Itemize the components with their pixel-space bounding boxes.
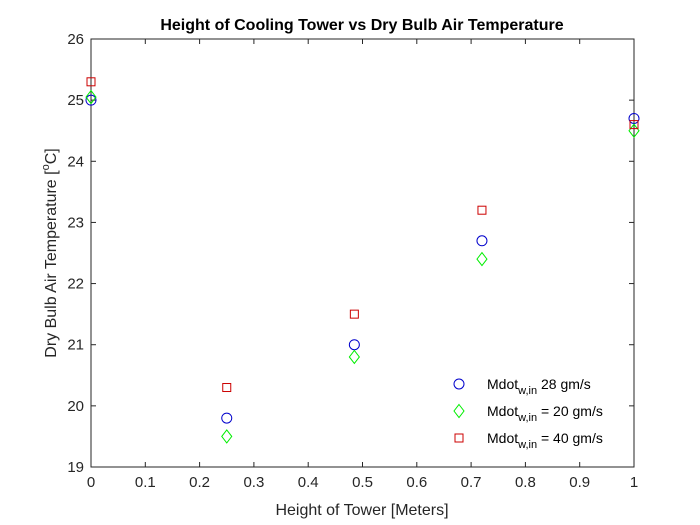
y-tick-label: 26	[67, 31, 84, 48]
chart-title: Height of Cooling Tower vs Dry Bulb Air …	[160, 17, 563, 34]
x-tick-label: 0.2	[189, 474, 210, 491]
data-point-square	[86, 77, 96, 87]
legend-entry-label: Mdotw,in 28 gm/s	[487, 376, 591, 397]
y-axis-label-main: Dry Bulb Air Temperature [	[43, 170, 60, 358]
y-tick-label: 25	[67, 92, 84, 109]
legend-entry-subscript: w,in	[517, 412, 537, 424]
y-axis-label: Dry Bulb Air Temperature [oC]	[40, 148, 60, 357]
x-tick-label: 0.9	[569, 474, 590, 491]
x-tick-label: 0.7	[461, 474, 482, 491]
legend-entry-label: Mdotw,in = 40 gm/s	[487, 430, 603, 451]
data-point-square	[629, 120, 639, 130]
legend-marker-circle	[453, 378, 465, 390]
legend-entry-rest: = 20 gm/s	[537, 403, 603, 419]
data-point-diamond	[348, 349, 360, 365]
x-tick-label: 0.4	[298, 474, 319, 491]
legend-entry-label: Mdotw,in = 20 gm/s	[487, 403, 603, 424]
x-tick-label: 0.3	[243, 474, 264, 491]
data-point-square	[222, 383, 232, 393]
data-point-square	[349, 309, 359, 319]
series-diamond	[85, 89, 640, 444]
y-tick-label: 24	[67, 153, 84, 170]
x-tick-label: 1	[630, 474, 638, 491]
y-tick-label: 19	[67, 459, 84, 476]
legend-entry-rest: 28 gm/s	[537, 376, 591, 392]
x-tick-label: 0.5	[352, 474, 373, 491]
data-point-circle	[221, 412, 233, 424]
legend-marker-diamond	[453, 403, 465, 419]
y-axis-ticks: 19 20 21 22 23 24 25 26	[67, 31, 634, 476]
y-axis-label-superscript: o	[40, 164, 52, 170]
series-square	[86, 77, 639, 393]
legend-entry-subscript: w,in	[517, 439, 537, 451]
data-point-circle	[476, 235, 488, 247]
data-point-diamond	[476, 251, 488, 267]
legend-entry-base: Mdot	[487, 376, 518, 392]
x-tick-label: 0	[87, 474, 95, 491]
x-axis-ticks: 0 0.1 0.2 0.3 0.4 0.5 0.6 0.7 0.8 0.9 1	[87, 39, 638, 491]
x-tick-label: 0.6	[406, 474, 427, 491]
plot-area	[90, 38, 635, 468]
x-tick-label: 0.8	[515, 474, 536, 491]
data-point-diamond	[221, 429, 233, 444]
data-point-circle	[85, 94, 97, 106]
x-axis-label: Height of Tower [Meters]	[275, 502, 448, 519]
data-point-square	[477, 205, 487, 215]
data-series	[85, 77, 640, 444]
y-tick-label: 21	[67, 337, 84, 354]
legend-entry-base: Mdot	[487, 403, 518, 419]
data-point-diamond	[85, 89, 97, 105]
y-tick-label: 20	[67, 398, 84, 415]
y-tick-label: 22	[67, 276, 84, 293]
y-tick-label: 23	[67, 214, 84, 231]
legend-entry-rest: = 40 gm/s	[537, 430, 603, 446]
legend-entry-base: Mdot	[487, 430, 518, 446]
y-axis-label-unit: C]	[43, 148, 60, 164]
legend-entry-subscript: w,in	[517, 385, 537, 397]
x-tick-label: 0.1	[135, 474, 156, 491]
legend-marker-square	[454, 433, 464, 443]
